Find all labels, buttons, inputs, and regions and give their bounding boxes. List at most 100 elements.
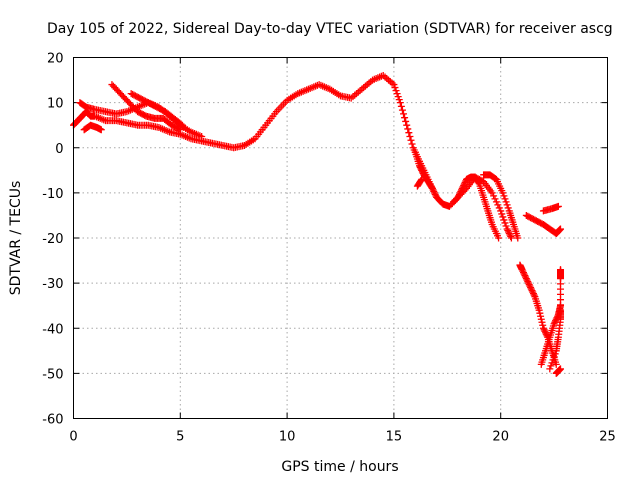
data-point [459, 183, 467, 191]
grid [73, 57, 608, 419]
data-point [502, 198, 510, 206]
data-point [460, 181, 468, 189]
data-point [527, 284, 535, 292]
data-point [524, 278, 532, 286]
data-point [175, 125, 183, 133]
data-point [430, 189, 438, 197]
data-point [503, 225, 511, 233]
data-point [416, 163, 424, 171]
data-point [505, 228, 513, 236]
axis-tick-labels: 0 5 10 15 20 25 -60 -50 -40 -30 -20 -10 0 10 20 [42, 52, 616, 445]
data-point [539, 324, 547, 332]
data-point [428, 184, 436, 192]
data-point [542, 330, 550, 338]
data-point [495, 204, 503, 212]
data-point [400, 110, 408, 118]
data-point [507, 234, 515, 242]
data-point [525, 281, 533, 289]
data-point [538, 318, 546, 326]
data-point [499, 213, 507, 221]
data-point [521, 272, 529, 280]
data-point [198, 132, 206, 140]
data-point [428, 183, 436, 191]
data-points [70, 72, 565, 377]
x-tick-label: 25 [599, 430, 616, 445]
data-point [475, 179, 483, 187]
data-point [497, 207, 505, 215]
data-point [547, 362, 555, 370]
data-point [539, 321, 547, 329]
data-point [537, 315, 545, 323]
data-point [178, 121, 186, 129]
data-point [407, 136, 415, 144]
data-point [418, 175, 426, 183]
data-point [514, 234, 522, 242]
data-point [488, 189, 496, 197]
data-point [397, 102, 405, 110]
data-point [537, 312, 545, 320]
chart-title: Day 105 of 2022, Sidereal Day-to-day VTE… [47, 21, 613, 37]
data-point [519, 267, 527, 275]
data-point [520, 270, 528, 278]
series-right-falls [516, 261, 560, 368]
data-point [401, 114, 409, 122]
series-right-edge-c [552, 365, 565, 377]
data-point [541, 327, 549, 335]
data-point [503, 201, 511, 209]
series-arc-c [127, 90, 186, 129]
data-point [390, 81, 398, 89]
data-point [458, 186, 466, 194]
series-low-scatter [80, 121, 105, 134]
data-point [394, 93, 402, 101]
data-point [524, 279, 532, 287]
data-point [536, 309, 544, 317]
y-tick-label: 10 [47, 97, 64, 112]
data-point [546, 365, 554, 373]
data-point [417, 165, 425, 173]
data-point [455, 190, 463, 198]
series-main-arc [70, 72, 515, 242]
data-point [529, 290, 537, 298]
data-point [498, 210, 506, 218]
series-dip-band [411, 148, 436, 192]
data-point [518, 266, 526, 274]
data-point [431, 190, 439, 198]
data-point [528, 287, 536, 295]
data-point [550, 353, 558, 361]
data-point [500, 192, 508, 200]
data-point [458, 184, 466, 192]
data-point [406, 132, 414, 140]
data-point [550, 320, 558, 328]
data-point [396, 99, 404, 107]
data-point [549, 356, 557, 364]
series-right-edge-b [552, 225, 565, 237]
data-point [557, 365, 565, 373]
x-tick-label: 0 [69, 430, 77, 445]
data-point [398, 106, 406, 114]
series-right-edge-a [539, 202, 562, 215]
x-tick-label: 20 [492, 430, 509, 445]
data-point [523, 276, 531, 284]
data-point [522, 273, 530, 281]
data-point [494, 201, 502, 209]
data-point [490, 192, 498, 200]
data-point [551, 350, 559, 358]
data-point [519, 269, 527, 277]
data-point [176, 126, 184, 134]
data-point [392, 87, 400, 95]
data-point [535, 306, 543, 314]
series-upper-arc-b [108, 81, 184, 134]
data-point [455, 192, 463, 200]
data-point [527, 285, 535, 293]
data-point [395, 96, 403, 104]
data-point [491, 195, 499, 203]
data-point [554, 202, 562, 210]
data-point [501, 219, 509, 227]
y-tick-label: -10 [42, 187, 63, 202]
data-point [552, 317, 560, 325]
y-axis-label: SDTVAR / TECUs [8, 181, 24, 296]
data-point [403, 121, 411, 129]
x-tick-label: 5 [176, 430, 184, 445]
y-tick-label: 0 [55, 142, 63, 157]
